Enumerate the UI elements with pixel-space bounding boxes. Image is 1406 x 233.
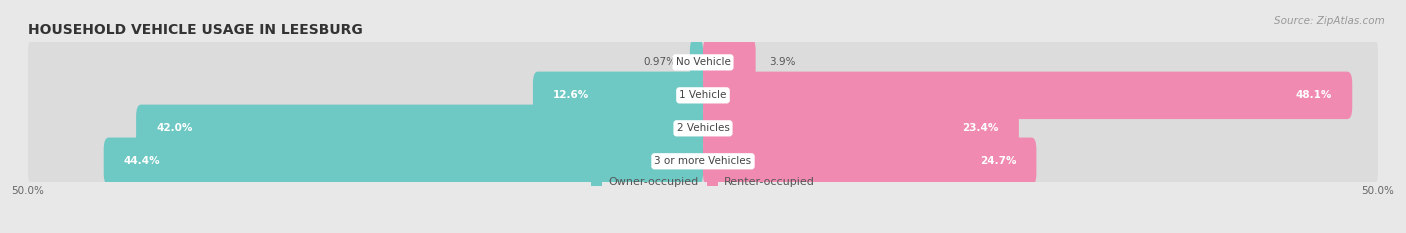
Text: 24.7%: 24.7% — [980, 156, 1017, 166]
Text: 1 Vehicle: 1 Vehicle — [679, 90, 727, 100]
FancyBboxPatch shape — [28, 105, 1378, 152]
FancyBboxPatch shape — [28, 137, 1378, 185]
Text: 23.4%: 23.4% — [962, 123, 998, 133]
Text: Source: ZipAtlas.com: Source: ZipAtlas.com — [1274, 16, 1385, 26]
FancyBboxPatch shape — [703, 39, 755, 86]
Text: 2 Vehicles: 2 Vehicles — [676, 123, 730, 133]
Text: 48.1%: 48.1% — [1295, 90, 1331, 100]
Text: HOUSEHOLD VEHICLE USAGE IN LEESBURG: HOUSEHOLD VEHICLE USAGE IN LEESBURG — [28, 23, 363, 37]
Text: No Vehicle: No Vehicle — [675, 57, 731, 67]
FancyBboxPatch shape — [28, 72, 1378, 119]
FancyBboxPatch shape — [28, 39, 1378, 86]
FancyBboxPatch shape — [104, 137, 703, 185]
Text: 3.9%: 3.9% — [769, 57, 796, 67]
FancyBboxPatch shape — [703, 72, 1353, 119]
FancyBboxPatch shape — [703, 137, 1036, 185]
Text: 0.97%: 0.97% — [644, 57, 676, 67]
FancyBboxPatch shape — [533, 72, 703, 119]
FancyBboxPatch shape — [703, 105, 1019, 152]
Text: 3 or more Vehicles: 3 or more Vehicles — [654, 156, 752, 166]
Text: 12.6%: 12.6% — [553, 90, 589, 100]
Legend: Owner-occupied, Renter-occupied: Owner-occupied, Renter-occupied — [592, 177, 814, 187]
Text: 44.4%: 44.4% — [124, 156, 160, 166]
Text: 42.0%: 42.0% — [156, 123, 193, 133]
FancyBboxPatch shape — [136, 105, 703, 152]
FancyBboxPatch shape — [690, 39, 703, 86]
